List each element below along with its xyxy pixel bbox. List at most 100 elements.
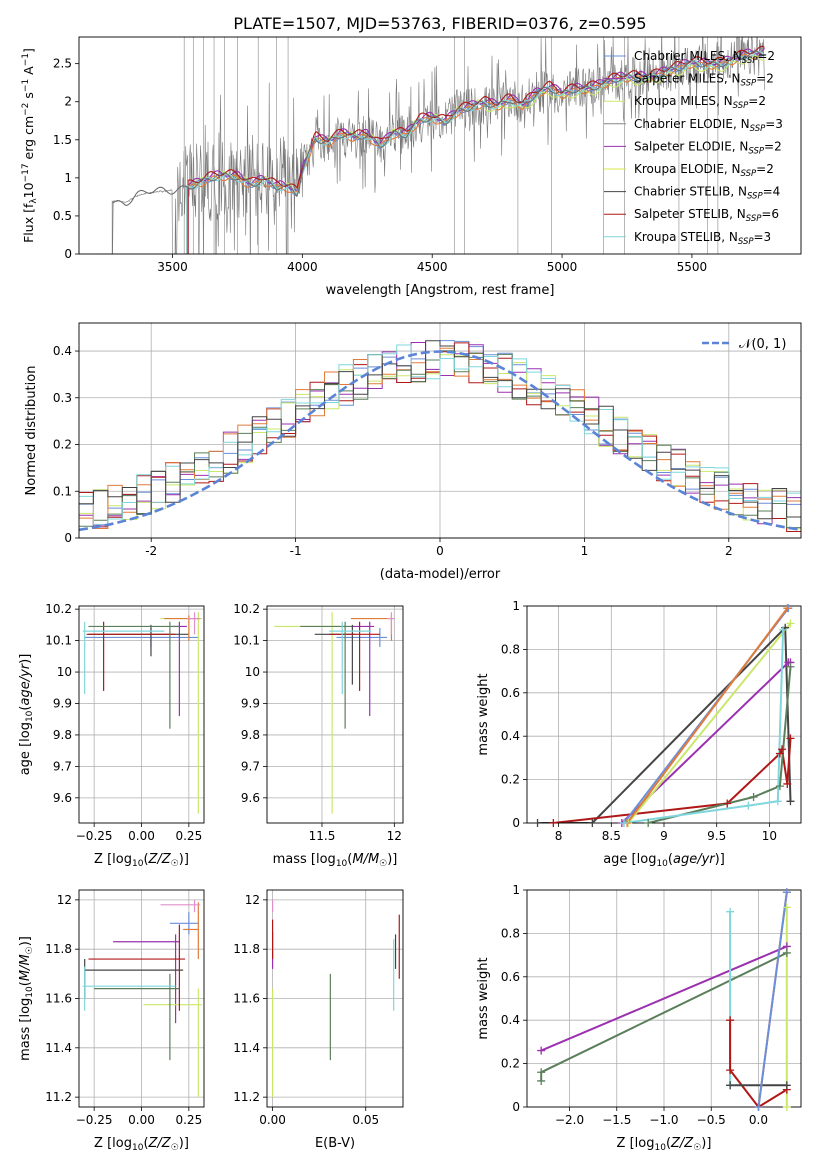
y-tick-label: 0.4 xyxy=(501,1013,520,1027)
y-tick-label: 1 xyxy=(512,599,520,613)
x-axis-label: mass [log10(M/M☉)] xyxy=(273,852,398,869)
x-tick-label: −1.5 xyxy=(602,1113,631,1127)
x-tick-label: 3500 xyxy=(157,260,188,274)
weight-marker xyxy=(775,782,784,791)
x-tick-label: 0.25 xyxy=(175,1113,202,1127)
y-axis-label: mass weight xyxy=(476,957,491,1039)
x-tick-label: 0.00 xyxy=(128,829,155,843)
x-tick-label: 0.00 xyxy=(128,1113,155,1127)
axes-frame xyxy=(266,605,404,824)
legend-entry-label: Salpeter ELODIE, NSSP=2 xyxy=(634,139,782,156)
axes-frame xyxy=(78,36,802,255)
x-tick-label: 0.25 xyxy=(175,829,202,843)
weight-marker xyxy=(533,819,542,827)
y-tick-label: 10.2 xyxy=(45,602,72,616)
weight-marker xyxy=(775,749,784,758)
y-tick-label: 0.2 xyxy=(501,1057,520,1071)
x-tick-label: 12 xyxy=(387,829,402,843)
y-tick-label: 12 xyxy=(57,893,72,907)
y-tick-label: 11.4 xyxy=(233,1041,260,1055)
weight-marker xyxy=(786,797,795,806)
y-tick-label: 0.8 xyxy=(501,926,520,940)
y-tick-label: 0.3 xyxy=(53,391,72,405)
weight-line xyxy=(757,892,788,1107)
y-tick-label: 2.5 xyxy=(53,57,72,71)
residual-histogram xyxy=(79,340,801,520)
x-tick-label: 0 xyxy=(436,544,444,558)
y-tick-label: 9.6 xyxy=(53,791,72,805)
legend-entry-label: Chabrier ELODIE, NSSP=3 xyxy=(634,117,783,134)
x-axis-label: age [log10(age/yr)] xyxy=(603,852,725,869)
x-tick-label: 5500 xyxy=(677,260,708,274)
weight-marker xyxy=(782,1103,791,1111)
y-tick-label: 11.8 xyxy=(45,942,72,956)
y-tick-label: 11.6 xyxy=(45,992,72,1006)
weight-line xyxy=(626,607,789,823)
x-axis-label: Z [log10(Z/Z☉)] xyxy=(94,1136,189,1153)
x-tick-label: 9.5 xyxy=(707,829,726,843)
x-tick-label: 2 xyxy=(725,544,733,558)
model-curve xyxy=(186,50,764,254)
x-axis-label: E(B-V) xyxy=(315,1136,355,1151)
y-axis-label: mass [log10(M/M☉)] xyxy=(18,936,35,1061)
weight-marker xyxy=(537,1068,546,1077)
y-tick-label: 1 xyxy=(512,883,520,897)
weight-marker xyxy=(786,662,795,671)
plot-area xyxy=(82,899,203,1098)
plot-area xyxy=(79,340,801,532)
y-tick-label: 0 xyxy=(64,247,72,261)
x-tick-label: −1.0 xyxy=(649,1113,678,1127)
legend-entry-label: Chabrier STELIB, NSSP=4 xyxy=(634,185,780,202)
residual-histogram xyxy=(79,344,801,525)
weight-marker xyxy=(644,819,653,827)
axes-frame xyxy=(526,889,802,1108)
y-tick-label: 10 xyxy=(245,665,260,679)
y-tick-label: 12 xyxy=(245,893,260,907)
x-tick-label: 4000 xyxy=(287,260,318,274)
age-vs-mass-panel: 11.5 12 9.6 9.7 9.8 9.9 10 10.1 10.2 mass [log10(… xyxy=(233,602,404,869)
y-tick-label: 10 xyxy=(57,665,72,679)
x-axis-label: (data-model)/error xyxy=(380,567,501,582)
y-tick-label: 9.9 xyxy=(53,696,72,710)
legend-entry-label: Kroupa ELODIE, NSSP=2 xyxy=(634,162,774,179)
weight-line xyxy=(553,738,792,823)
y-tick-label: 2 xyxy=(64,95,72,109)
weight-line xyxy=(627,622,792,823)
weight-marker xyxy=(749,792,758,801)
y-tick-label: 10.1 xyxy=(233,634,260,648)
legend-entry-label: 𝒩(0, 1) xyxy=(739,337,786,352)
legend-entry-label: Chabrier MILES, NSSP=2 xyxy=(634,49,775,66)
weight-marker xyxy=(783,604,792,613)
normal-distribution-curve xyxy=(79,350,801,532)
mass-vs-extinction-panel: 0.00 0.05 11.2 11.4 11.6 11.8 12 E(B-V) xyxy=(233,889,404,1151)
y-tick-label: 0.2 xyxy=(53,438,72,452)
weight-line xyxy=(647,666,792,823)
x-tick-label: −0.25 xyxy=(76,1113,113,1127)
weight-marker xyxy=(588,819,597,827)
x-tick-label: 0.0 xyxy=(749,1113,768,1127)
x-tick-label: 11.5 xyxy=(309,829,336,843)
x-tick-label: 10 xyxy=(762,829,777,843)
y-tick-label: 0.1 xyxy=(53,484,72,498)
y-tick-label: 11.4 xyxy=(45,1041,72,1055)
weight-marker xyxy=(723,799,732,808)
axes-frame xyxy=(78,605,205,824)
plot-area xyxy=(271,899,400,1098)
weight-marker xyxy=(726,1066,735,1075)
weight-marker xyxy=(773,797,782,806)
axes-frame xyxy=(526,605,802,824)
figure-title: PLATE=1507, MJD=53763, FIBERID=0376, z=0… xyxy=(233,14,646,33)
weight-line xyxy=(729,1020,788,1107)
weight-marker xyxy=(549,819,558,827)
weight-line xyxy=(623,629,785,823)
x-tick-label: −0.25 xyxy=(76,829,113,843)
y-tick-label: 0.4 xyxy=(53,344,72,358)
y-tick-label: 9.8 xyxy=(241,728,260,742)
legend-entry-label: Salpeter MILES, NSSP=2 xyxy=(634,72,774,89)
x-axis-label: Z [log10(Z/Z☉)] xyxy=(617,1136,712,1153)
weight-marker xyxy=(782,888,791,897)
y-tick-label: 1 xyxy=(64,171,72,185)
weight-marker xyxy=(726,1016,735,1025)
weight-marker xyxy=(782,903,791,912)
